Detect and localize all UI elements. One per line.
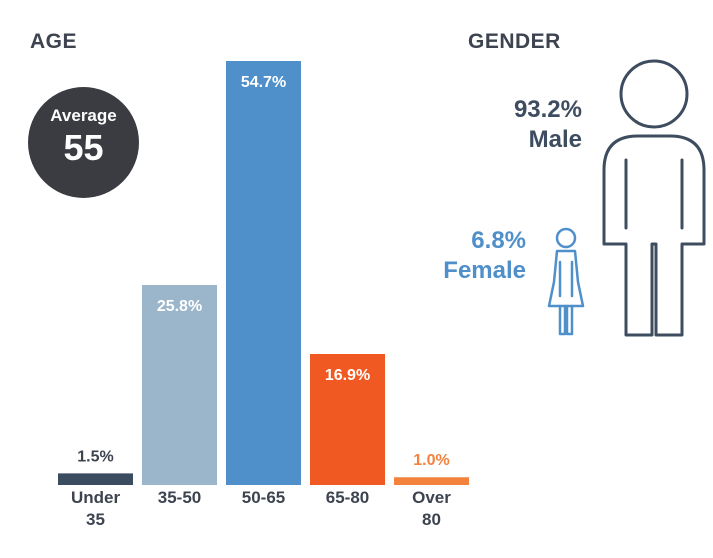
average-value: 55	[63, 127, 104, 168]
bar-1	[142, 285, 217, 485]
bar-3	[310, 354, 385, 485]
category-label-4-0: Over	[412, 488, 451, 507]
female-percentage: 6.8%	[471, 227, 526, 254]
bar-0	[58, 473, 133, 485]
bar-value-label-3: 16.9%	[325, 367, 370, 384]
bar-value-label-1: 25.8%	[157, 298, 202, 315]
bar-4	[394, 477, 469, 485]
category-label-0-0: Under	[71, 488, 121, 507]
female-figure-icon	[547, 227, 585, 336]
male-percentage: 93.2%	[513, 96, 582, 123]
male-figure-icon	[602, 59, 706, 337]
female-label: Female	[443, 257, 526, 284]
average-label: Average	[50, 106, 117, 125]
gender-section-title: GENDER	[468, 30, 561, 53]
bar-value-label-0: 1.5%	[77, 448, 113, 465]
age-section-title: AGE	[30, 30, 78, 53]
male-label: Male	[528, 126, 582, 153]
female-stat: 6.8% Female	[400, 226, 526, 286]
male-stat: 93.2% Male	[440, 95, 582, 155]
category-label-2-0: 50-65	[242, 488, 285, 507]
category-label-4-1: 80	[422, 510, 441, 529]
category-label-1-0: 35-50	[158, 488, 201, 507]
category-label-3-0: 65-80	[326, 488, 369, 507]
bar-value-label-2: 54.7%	[241, 74, 286, 91]
category-label-0-1: 35	[86, 510, 105, 529]
average-age-badge: Average 55	[28, 87, 139, 198]
bar-2	[226, 61, 301, 485]
bar-value-label-4: 1.0%	[413, 452, 449, 469]
